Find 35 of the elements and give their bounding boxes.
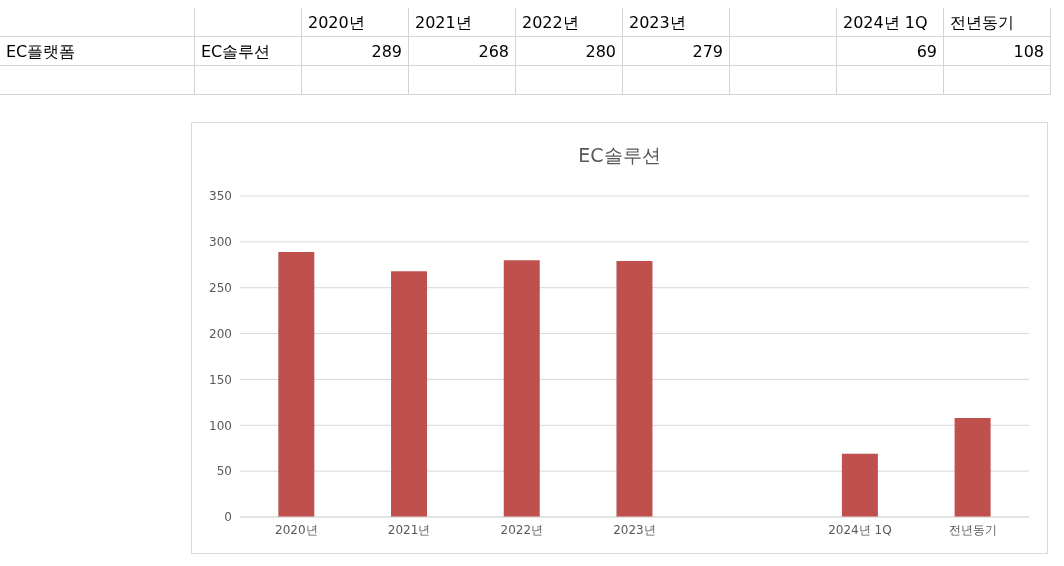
- category-label: 2024년 1Q: [843, 13, 928, 32]
- text: 268: [409, 37, 516, 66]
- x-tick-label: 2022년: [500, 522, 544, 537]
- chart-title: EC솔루션: [577, 143, 662, 168]
- text: 69: [837, 37, 944, 66]
- text: EC플랫폼: [0, 37, 195, 66]
- y-tick-label: 0: [224, 510, 232, 525]
- y-tick-label: 200: [209, 326, 232, 341]
- bar: [503, 260, 540, 517]
- bar: [391, 271, 428, 517]
- y-tick-label: 250: [209, 280, 232, 295]
- x-tick-label: 2024년 1Q: [828, 522, 892, 537]
- y-tick-label: 150: [209, 372, 232, 387]
- text: 280: [516, 37, 623, 66]
- category-label: 전년동기: [950, 13, 1014, 32]
- category-label: 2023년: [629, 13, 686, 32]
- y-tick-label: 300: [209, 235, 232, 250]
- bar: [841, 453, 878, 517]
- y-tick-label: 100: [209, 418, 232, 433]
- bar: [278, 251, 315, 517]
- y-tick-label: 50: [216, 464, 232, 479]
- category-label: 2022년: [522, 13, 579, 32]
- bar: [954, 417, 991, 517]
- x-tick-label: 전년동기: [948, 522, 997, 537]
- category-label: 2020년: [308, 13, 365, 32]
- y-tick-label: 350: [209, 189, 232, 204]
- text: 108: [944, 37, 1051, 66]
- x-tick-label: 2021년: [387, 522, 431, 537]
- x-tick-label: 2023년: [613, 522, 656, 537]
- category-label: 2021년: [415, 13, 472, 32]
- text: 289: [302, 37, 409, 66]
- chart-title: EC솔루션: [201, 42, 271, 61]
- x-tick-label: 2020년: [275, 522, 318, 537]
- text: 279: [623, 37, 730, 66]
- bar: [616, 261, 653, 517]
